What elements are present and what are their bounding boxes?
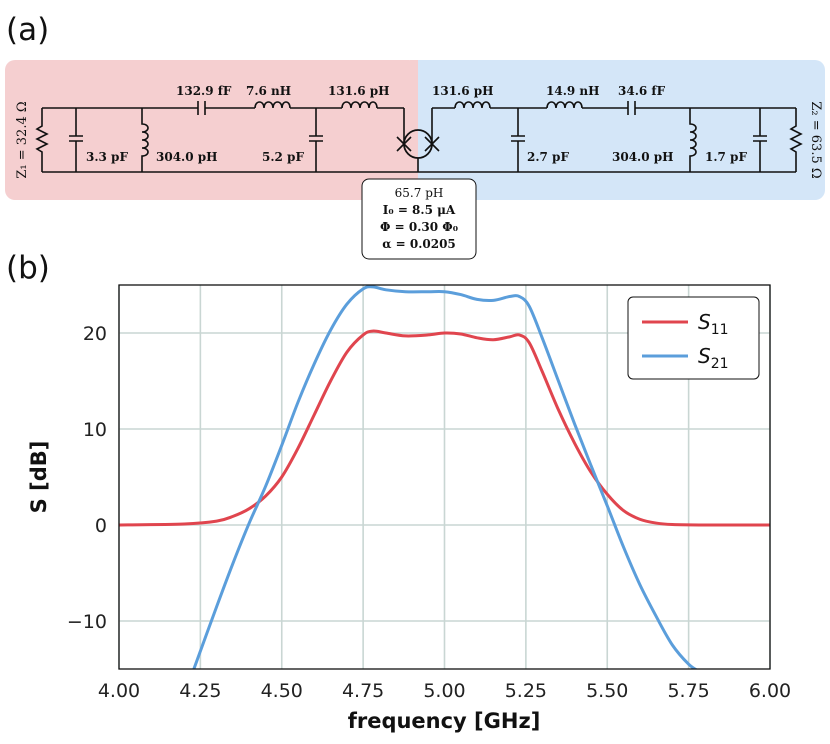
x-axis-label: frequency [GHz] xyxy=(348,709,541,733)
series-ind-mid-left-label: 131.6 pH xyxy=(328,84,389,98)
x-tick-label: 4.75 xyxy=(342,680,384,702)
y-tick-label: −10 xyxy=(67,611,107,633)
x-tick-label: 5.25 xyxy=(505,680,547,702)
series-cap-right-label: 34.6 fF xyxy=(618,84,666,98)
circuit-diagram: 132.9 fF 7.6 nH 131.6 pH 131.6 pH 14.9 n… xyxy=(5,60,825,260)
series-layer xyxy=(119,285,770,669)
y-tick-label: 10 xyxy=(83,419,107,441)
y-tick-label: 20 xyxy=(83,323,107,345)
panel-b-label: (b) xyxy=(6,250,50,286)
right-port-resistor xyxy=(789,108,803,172)
shunt-inductor-left xyxy=(141,108,149,172)
right-section-background xyxy=(418,60,825,200)
junction-inductance: 65.7 pH xyxy=(395,186,444,200)
x-tick-label: 5.00 xyxy=(423,680,465,702)
shunt-inductor-right xyxy=(689,108,697,172)
x-tick-label: 6.00 xyxy=(749,680,791,702)
x-tick-label: 4.25 xyxy=(179,680,221,702)
left-impedance-label: Z₁ = 32.4 Ω xyxy=(15,101,30,178)
s-parameter-chart: 4.00 4.25 4.50 4.75 5.00 5.25 5.50 5.75 6.00 −10 0… xyxy=(27,284,791,733)
x-tick-label: 4.00 xyxy=(98,680,140,702)
junction-element xyxy=(396,108,440,172)
panel-a-label: (a) xyxy=(6,12,49,48)
legend-label-s21: S21 xyxy=(698,344,729,372)
shunt-capacitor-right-2 xyxy=(753,108,767,172)
shunt-cap-left-1-label: 3.3 pF xyxy=(86,150,128,164)
right-impedance-label: Z₂ = 63.5 Ω xyxy=(808,101,823,178)
left-port-resistor xyxy=(35,108,49,172)
series-capacitor-right xyxy=(627,101,636,115)
shunt-cap-right-1-label: 2.7 pF xyxy=(527,150,569,164)
series-inductor-right xyxy=(546,101,583,109)
shunt-capacitor-left-1 xyxy=(69,108,83,172)
x-tick-label: 5.50 xyxy=(586,680,628,702)
shunt-ind-left-label: 304.0 pH xyxy=(156,150,217,164)
series-line-s11 xyxy=(119,329,770,527)
shunt-ind-right-label: 304.0 pH xyxy=(612,150,673,164)
legend-label-s11: S11 xyxy=(698,310,729,338)
series-capacitor-left xyxy=(197,101,206,115)
shunt-capacitor-right-1 xyxy=(511,108,525,172)
series-inductor-mid-left xyxy=(341,101,378,109)
plot-frame xyxy=(118,284,771,670)
junction-alpha: α = 0.0205 xyxy=(382,237,456,251)
x-tick-label: 4.50 xyxy=(261,680,303,702)
series-ind-mid-right-label: 131.6 pH xyxy=(432,84,493,98)
series-inductor-left xyxy=(254,101,291,109)
junction-flux: Φ = 0.30 Φ₀ xyxy=(380,220,458,234)
y-axis-label: S [dB] xyxy=(27,441,51,514)
series-inductor-mid-right xyxy=(454,101,491,109)
series-line-s21 xyxy=(192,285,699,669)
shunt-cap-left-2-label: 5.2 pF xyxy=(262,150,304,164)
shunt-capacitor-left-2 xyxy=(309,108,323,172)
legend-box xyxy=(627,296,760,380)
x-tick-label: 5.75 xyxy=(667,680,709,702)
y-tick-label: 0 xyxy=(95,515,107,537)
junction-parameter-box: 65.7 pH I₀ = 8.5 μA Φ = 0.30 Φ₀ α = 0.02… xyxy=(361,178,477,260)
junction-current: I₀ = 8.5 μA xyxy=(383,203,456,217)
shunt-cap-right-2-label: 1.7 pF xyxy=(705,150,747,164)
tick-labels: 4.00 4.25 4.50 4.75 5.00 5.25 5.50 5.75 6.00 −10 0… xyxy=(67,323,791,702)
series-ind-left-label: 7.6 nH xyxy=(246,84,291,98)
series-ind-right-label: 14.9 nH xyxy=(546,84,599,98)
left-section-background xyxy=(5,60,419,200)
series-cap-left-label: 132.9 fF xyxy=(176,84,232,98)
